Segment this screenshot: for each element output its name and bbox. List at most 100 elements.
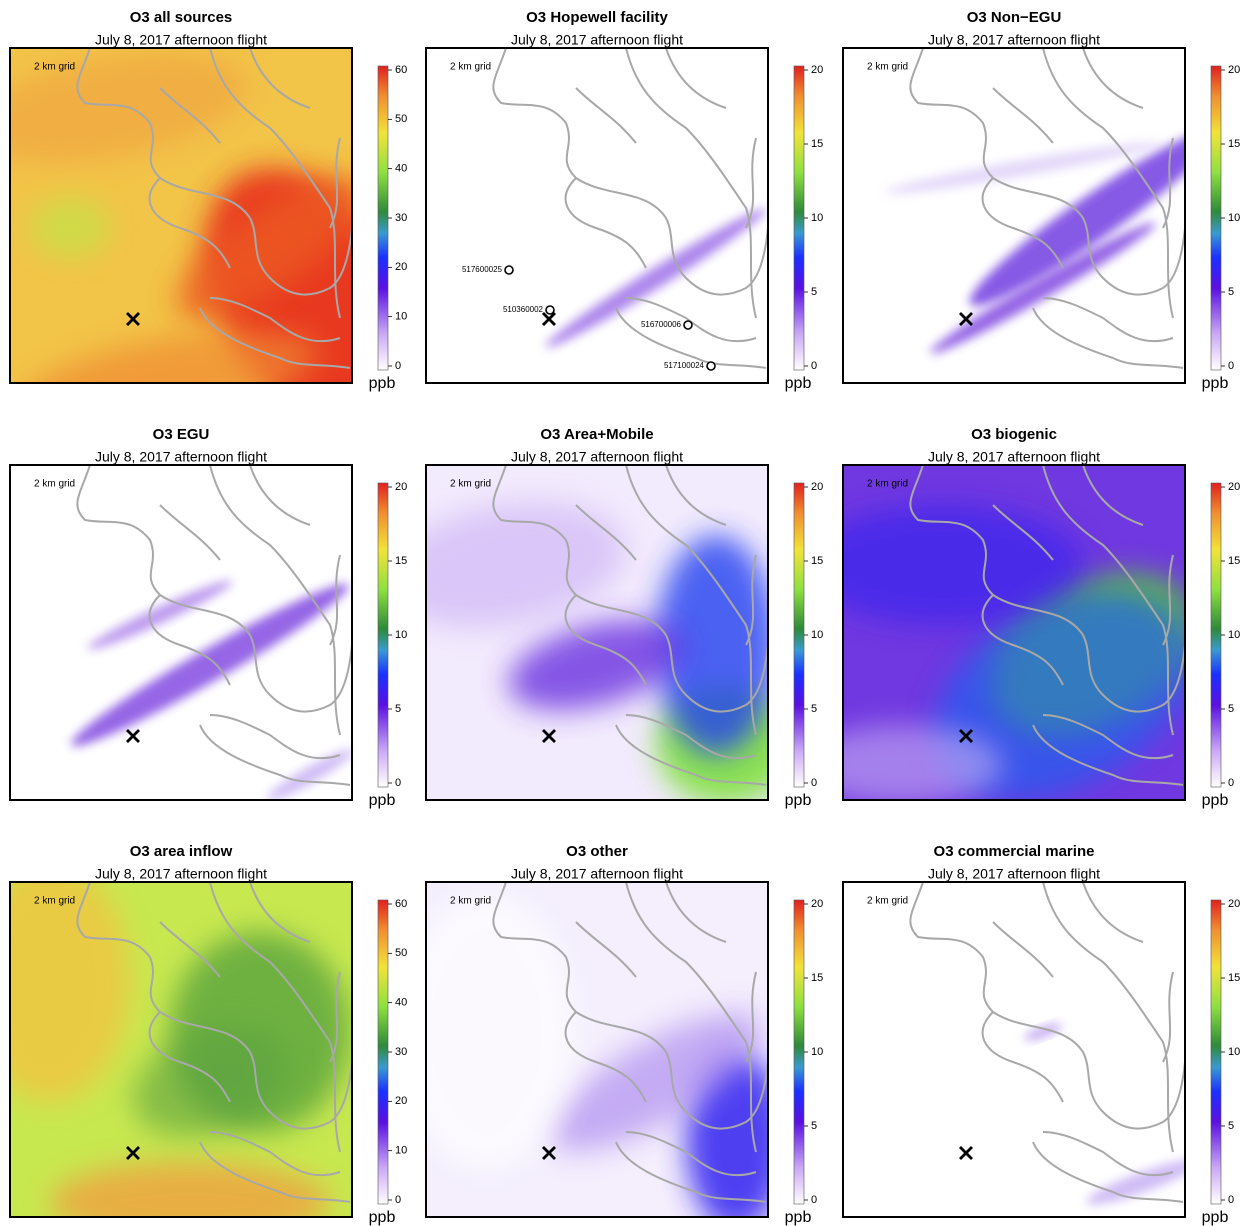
- flight-marker: [542, 1146, 556, 1160]
- colorbar-tick-label: 0: [811, 1194, 817, 1206]
- panel-subtitle: July 8, 2017 afternoon flight: [928, 866, 1100, 882]
- panel-title: O3 biogenic: [971, 426, 1057, 443]
- flight-marker: [959, 1146, 973, 1160]
- map-frame: [425, 881, 769, 1218]
- plume: [933, 590, 1185, 800]
- coastline: [76, 48, 352, 369]
- grid-label: 2 km grid: [867, 479, 908, 490]
- coastline: [492, 48, 768, 369]
- colorbar-tick-label: 30: [395, 1046, 407, 1058]
- colorbar-tick-label: 20: [811, 481, 823, 493]
- colorbar-unit: ppb: [1202, 792, 1229, 809]
- plume: [885, 142, 1161, 194]
- colorbar: [377, 899, 389, 1205]
- map-field: [10, 465, 352, 800]
- colorbar-tick-label: 5: [811, 703, 817, 715]
- panel-title: O3 area inflow: [130, 843, 233, 860]
- panel: O3 Non−EGU July 8, 2017 afternoon flight 2…: [842, 9, 1240, 392]
- colorbar: [1210, 482, 1222, 788]
- plume: [10, 882, 130, 1102]
- colorbar-tick-label: 0: [395, 777, 401, 789]
- plume: [550, 1012, 762, 1152]
- site-marker: [504, 265, 514, 275]
- colorbar-tick-label: 20: [395, 261, 407, 273]
- colorbar-tick-label: 0: [395, 1194, 401, 1206]
- colorbar-tick-label: 10: [811, 1046, 823, 1058]
- map: [10, 48, 352, 383]
- flight-marker: [959, 312, 973, 326]
- colorbar-unit: ppb: [369, 1209, 396, 1226]
- colorbar-tick-label: 5: [811, 286, 817, 298]
- plume: [843, 505, 1083, 625]
- colorbar-tick-label: 20: [1228, 481, 1240, 493]
- colorbar: [793, 899, 805, 1205]
- grid-label: 2 km grid: [34, 479, 75, 490]
- flight-marker: [542, 729, 556, 743]
- site-label: 510360002: [503, 305, 544, 314]
- coastline: [909, 882, 1185, 1203]
- colorbar-tick-label: 60: [395, 64, 407, 76]
- flight-marker: [126, 729, 140, 743]
- grid-label: 2 km grid: [867, 896, 908, 907]
- map-frame: [9, 464, 353, 801]
- panel-subtitle: July 8, 2017 afternoon flight: [511, 449, 683, 465]
- grid-label: 2 km grid: [450, 479, 491, 490]
- panel-subtitle: July 8, 2017 afternoon flight: [95, 449, 267, 465]
- plume: [545, 208, 767, 348]
- panel: O3 other July 8, 2017 afternoon flight 2 k…: [425, 843, 823, 1226]
- colorbar-tick-label: 0: [1228, 777, 1234, 789]
- colorbar-tick-label: 30: [395, 212, 407, 224]
- colorbar-tick-label: 10: [1228, 212, 1240, 224]
- colorbar-tick-label: 15: [811, 972, 823, 984]
- plume: [930, 222, 1156, 354]
- map: [426, 48, 768, 383]
- panel-title: O3 Area+Mobile: [540, 426, 653, 443]
- plume: [1024, 1023, 1062, 1041]
- site-marker: [706, 361, 716, 371]
- plume: [50, 1162, 330, 1217]
- site-marker: [683, 320, 693, 330]
- flight-marker: [959, 729, 973, 743]
- colorbar-tick-label: 20: [811, 898, 823, 910]
- panel-title: O3 all sources: [130, 9, 233, 26]
- colorbar-tick-label: 15: [395, 555, 407, 567]
- map: [10, 465, 352, 800]
- plume: [656, 535, 768, 755]
- grid-label: 2 km grid: [34, 896, 75, 907]
- coastline: [909, 48, 1185, 369]
- colorbar-unit: ppb: [369, 792, 396, 809]
- panel-title: O3 other: [566, 843, 628, 860]
- colorbar-tick-label: 15: [1228, 972, 1240, 984]
- plume: [132, 1027, 288, 1137]
- colorbar-tick-label: 50: [395, 113, 407, 125]
- colorbar-tick-label: 10: [1228, 1046, 1240, 1058]
- map: [10, 882, 352, 1217]
- colorbar-tick-label: 40: [395, 163, 407, 175]
- colorbar-tick-label: 5: [1228, 1120, 1234, 1132]
- panel-subtitle: July 8, 2017 afternoon flight: [511, 866, 683, 882]
- site-label: 517600025: [462, 265, 503, 274]
- colorbar-tick-label: 20: [395, 1095, 407, 1107]
- colorbar-unit: ppb: [369, 375, 396, 392]
- grid-label: 2 km grid: [34, 62, 75, 73]
- panel: O3 EGU July 8, 2017 afternoon flight 2 km …: [9, 426, 407, 809]
- coastline: [76, 882, 352, 1203]
- panel: O3 Area+Mobile July 8, 2017 afternoon fli…: [425, 426, 823, 809]
- map: [426, 882, 768, 1217]
- plume: [177, 176, 352, 320]
- colorbar-tick-label: 20: [811, 64, 823, 76]
- colorbar-tick-label: 0: [811, 360, 817, 372]
- colorbar-unit: ppb: [785, 1209, 812, 1226]
- panel-title: O3 commercial marine: [934, 843, 1095, 860]
- plume: [71, 583, 349, 747]
- colorbar-tick-label: 10: [1228, 629, 1240, 641]
- map-frame: [425, 47, 769, 384]
- colorbar-tick-label: 10: [395, 311, 407, 323]
- map: [843, 882, 1185, 1217]
- colorbar-unit: ppb: [1202, 375, 1229, 392]
- panel-title: O3 Non−EGU: [967, 9, 1062, 26]
- panel-title: O3 Hopewell facility: [526, 9, 668, 26]
- map-frame: [842, 464, 1186, 801]
